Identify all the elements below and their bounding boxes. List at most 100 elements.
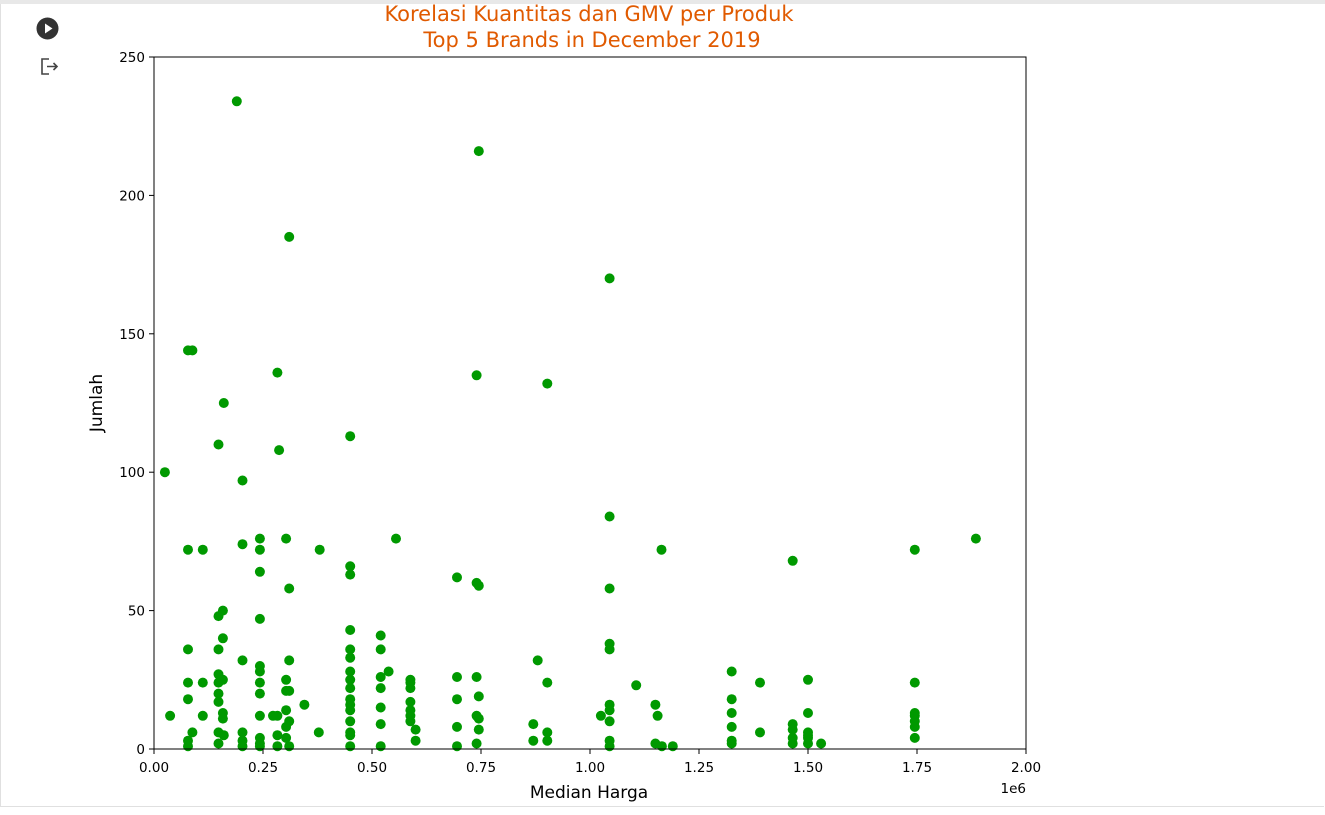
data-point <box>345 644 356 655</box>
data-point <box>532 655 543 666</box>
data-point <box>272 367 283 378</box>
data-point <box>183 694 193 705</box>
data-point <box>726 694 737 705</box>
data-point <box>803 738 813 749</box>
data-point <box>345 431 356 442</box>
data-point <box>909 721 920 732</box>
data-point <box>218 398 229 408</box>
data-point <box>410 735 421 746</box>
data-points <box>159 96 981 752</box>
y-tick-label: 0 <box>136 742 145 758</box>
data-point <box>345 666 356 677</box>
y-tick-label: 100 <box>119 465 145 481</box>
data-point <box>816 738 827 749</box>
data-point <box>345 716 356 727</box>
data-point <box>755 677 765 688</box>
data-point <box>970 533 981 544</box>
data-point <box>726 721 737 732</box>
data-point <box>604 644 615 655</box>
data-point <box>213 677 224 688</box>
data-point <box>237 655 248 666</box>
data-point <box>405 716 416 727</box>
data-point <box>284 583 295 594</box>
data-point <box>452 741 462 752</box>
x-axis-offset-label: 1e6 <box>1001 781 1026 797</box>
data-point <box>254 613 265 624</box>
chart-title: Korelasi Kuantitas dan GMV per Produk <box>384 2 794 26</box>
data-point <box>787 738 798 749</box>
data-point <box>254 566 265 577</box>
output-cell-border <box>0 4 1324 807</box>
data-point <box>803 674 813 685</box>
data-point <box>542 677 553 688</box>
data-point <box>375 630 386 641</box>
data-point <box>542 727 553 738</box>
y-tick-label: 200 <box>119 188 145 204</box>
data-point <box>183 677 193 688</box>
output-arrow-icon[interactable] <box>40 57 60 77</box>
data-point <box>650 699 661 710</box>
data-point <box>213 738 224 749</box>
data-point <box>345 705 356 716</box>
data-point <box>165 710 176 721</box>
data-point <box>604 511 615 522</box>
data-point <box>787 724 798 735</box>
y-tick-label: 250 <box>119 50 145 66</box>
data-point <box>254 544 265 555</box>
data-point <box>313 727 324 738</box>
data-point <box>314 544 325 555</box>
data-point <box>383 666 394 677</box>
data-point <box>604 716 615 727</box>
data-point <box>528 735 539 746</box>
data-point <box>345 683 356 694</box>
data-point <box>375 683 386 694</box>
data-point <box>237 475 248 486</box>
data-point <box>284 655 295 666</box>
run-cell-button[interactable] <box>36 17 59 40</box>
data-point <box>542 735 553 746</box>
data-point <box>471 370 482 381</box>
data-point <box>652 710 663 721</box>
data-point <box>473 724 484 735</box>
plot-frame <box>153 56 1027 750</box>
data-point <box>254 533 265 544</box>
data-point <box>375 644 386 655</box>
data-point <box>254 710 265 721</box>
data-point <box>213 611 224 622</box>
data-point <box>268 710 278 721</box>
data-point <box>604 273 615 284</box>
y-axis-ticks: 0 50 100 150 200 250 <box>119 50 154 758</box>
data-point <box>452 672 462 682</box>
play-circle-icon <box>36 17 59 40</box>
y-tick-label: 50 <box>128 604 145 620</box>
x-axis-label: Median Harga <box>530 783 648 803</box>
data-point <box>755 727 765 738</box>
y-tick-label: 150 <box>119 327 145 343</box>
data-point <box>405 696 416 707</box>
data-point <box>471 577 482 588</box>
x-tick-label: 0.75 <box>466 760 496 776</box>
data-point <box>281 533 292 544</box>
cell-top-divider <box>0 0 1325 4</box>
data-point <box>274 445 285 456</box>
data-point <box>726 666 737 677</box>
data-point <box>284 741 295 752</box>
data-point <box>281 674 292 685</box>
x-tick-label: 0.00 <box>139 760 169 776</box>
data-point <box>604 741 615 752</box>
data-point <box>345 741 356 752</box>
data-point <box>237 741 248 752</box>
data-point <box>281 721 292 732</box>
data-point <box>254 666 265 677</box>
data-point <box>284 685 295 696</box>
data-point <box>281 732 292 743</box>
data-point <box>187 727 198 738</box>
data-point <box>254 688 265 699</box>
y-axis-label: Jumlah <box>87 374 107 433</box>
data-point <box>213 439 224 450</box>
data-point <box>213 696 224 707</box>
x-tick-label: 2.00 <box>1011 760 1041 776</box>
output-arrow-icon-svg <box>41 58 59 75</box>
data-point <box>159 467 170 478</box>
